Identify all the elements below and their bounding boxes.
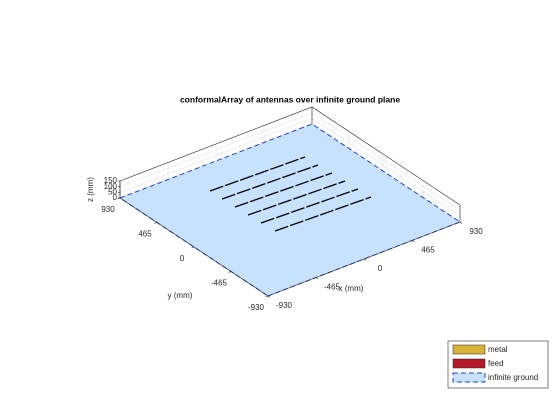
y-tick <box>191 246 195 249</box>
box-edge <box>119 106 461 222</box>
x-tick <box>267 295 271 298</box>
y-tick-label: -465 <box>211 279 228 288</box>
axes: -930-4650465930-930-4650465930050100150x… <box>86 106 483 312</box>
z-tick-label: 50 <box>108 187 117 196</box>
z-tick-label: 150 <box>104 176 118 185</box>
antenna-array <box>209 156 372 232</box>
x-tick-label: 465 <box>421 246 435 255</box>
y-tick <box>228 271 232 273</box>
legend-label: infinite ground <box>488 373 538 382</box>
x-tick-label: -465 <box>324 283 341 292</box>
antenna-row <box>260 188 359 224</box>
chart-title: conformalArray of antennas over infinite… <box>180 94 400 104</box>
antenna-row <box>234 172 333 208</box>
y-tick <box>265 295 269 298</box>
y-tick-label: -930 <box>248 303 265 312</box>
x-tick <box>411 240 415 243</box>
y-tick-label: 930 <box>101 205 115 214</box>
antenna-row <box>274 196 372 232</box>
y-axis-label: y (mm) <box>168 291 193 300</box>
legend-swatch <box>452 358 486 369</box>
z-tick-label: 0 <box>113 193 118 202</box>
z-tick-label: 100 <box>104 182 118 191</box>
antenna-row <box>247 180 346 216</box>
x-tick <box>315 277 319 280</box>
antenna-row <box>209 156 306 192</box>
x-tick-label: 930 <box>469 227 483 236</box>
y-tick-label: 465 <box>138 230 152 239</box>
x-tick <box>363 258 367 261</box>
x-axis-label: x (mm) <box>339 284 364 293</box>
antenna-row <box>221 164 319 200</box>
legend-swatch <box>452 344 486 355</box>
legend-label: feed <box>488 359 504 368</box>
x-tick-label: 0 <box>378 264 383 273</box>
ground-plane <box>118 123 462 297</box>
y-tick <box>154 222 158 224</box>
legend-label: metal <box>488 345 508 354</box>
y-tick-label: 0 <box>180 254 185 263</box>
legend: metal feed infinite ground <box>447 340 549 389</box>
x-tick <box>459 221 463 224</box>
x-tick-label: -930 <box>276 301 293 310</box>
z-axis-label: z (mm) <box>86 177 95 202</box>
legend-swatch <box>452 372 486 383</box>
